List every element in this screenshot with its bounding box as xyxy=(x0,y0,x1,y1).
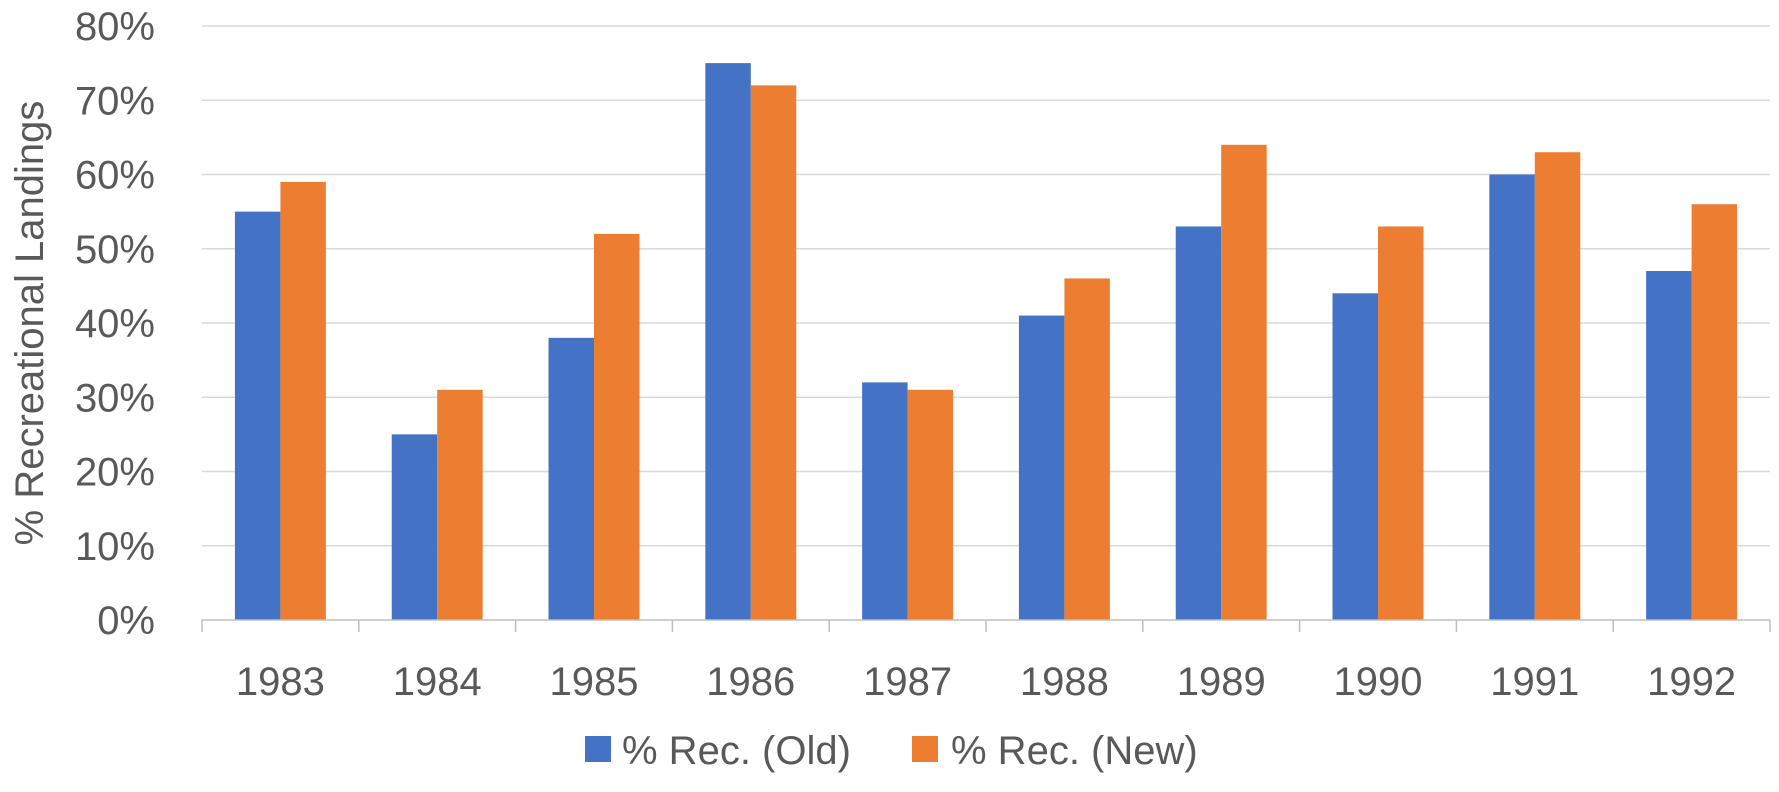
x-tick-label: 1987 xyxy=(863,660,952,704)
legend-label-new: % Rec. (New) xyxy=(951,729,1198,773)
bar-old-1990 xyxy=(1332,293,1378,620)
x-tick-label: 1991 xyxy=(1490,660,1579,704)
x-tick-label: 1986 xyxy=(706,660,795,704)
bar-old-1991 xyxy=(1489,174,1535,620)
bar-new-1983 xyxy=(280,181,326,621)
x-tick-label: 1984 xyxy=(393,660,482,704)
y-tick-label: 20% xyxy=(75,451,155,495)
legend-label-old: % Rec. (Old) xyxy=(622,729,851,773)
legend-swatch-new xyxy=(912,736,938,762)
bar-old-1985 xyxy=(548,337,594,620)
y-tick-label: 60% xyxy=(75,154,155,198)
bar-old-1983 xyxy=(234,211,281,620)
bar-new-1985 xyxy=(594,233,640,620)
bar-new-1992 xyxy=(1691,204,1738,620)
bar-old-1986 xyxy=(705,63,751,620)
bar-old-1992 xyxy=(1646,271,1692,620)
x-tick-label: 1990 xyxy=(1334,660,1423,704)
y-tick-label: 40% xyxy=(75,302,155,346)
bar-old-1987 xyxy=(862,382,908,620)
y-tick-label: 30% xyxy=(75,376,155,420)
y-tick-label: 10% xyxy=(75,525,155,569)
bar-new-1984 xyxy=(437,389,483,620)
x-tick-label: 1983 xyxy=(236,660,325,704)
bar-new-1987 xyxy=(907,389,954,620)
bar-new-1991 xyxy=(1534,152,1581,620)
x-axis-tick-labels: 1983 1984 1985 1986 1987 1988 1989 1990 1991 1992 xyxy=(236,660,1736,704)
bar-new-1990 xyxy=(1378,226,1424,620)
y-tick-label: 0% xyxy=(97,599,155,643)
bar-new-1986 xyxy=(750,85,797,620)
x-axis xyxy=(201,619,1771,632)
bar-old-1989 xyxy=(1175,226,1222,620)
y-axis-tick-labels: 0% 10% 20% 30% 40% 50% 60% 70% 80% xyxy=(75,5,155,643)
bar-old-1988 xyxy=(1018,315,1065,620)
y-tick-label: 50% xyxy=(75,228,155,272)
x-tick-label: 1985 xyxy=(550,660,639,704)
y-tick-label: 70% xyxy=(75,79,155,123)
y-axis-title: % Recreational Landings xyxy=(8,101,52,546)
legend: % Rec. (Old) % Rec. (New) xyxy=(585,729,1198,773)
bar-new-1988 xyxy=(1064,278,1110,620)
bar-old-1984 xyxy=(391,434,438,620)
x-tick-label: 1992 xyxy=(1647,660,1736,704)
y-tick-label: 80% xyxy=(75,5,155,49)
bars xyxy=(234,63,1738,621)
bar-new-1989 xyxy=(1221,144,1267,621)
x-tick-label: 1988 xyxy=(1020,660,1109,704)
legend-swatch-old xyxy=(585,736,611,762)
x-tick-label: 1989 xyxy=(1177,660,1266,704)
